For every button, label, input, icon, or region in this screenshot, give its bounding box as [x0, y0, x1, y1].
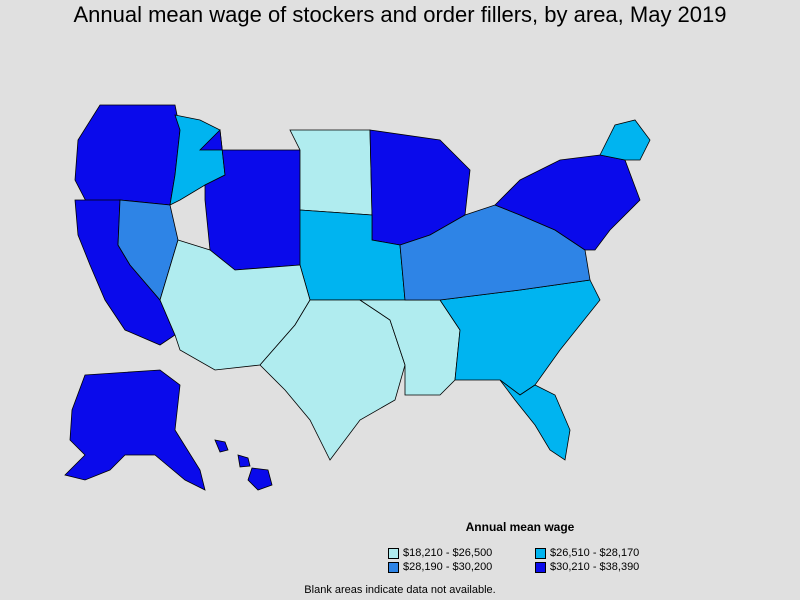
region-idaho-montana-west	[169, 114, 226, 206]
legend-label-1: $18,210 - $26,500	[403, 547, 493, 559]
legend-swatch-4	[535, 561, 546, 573]
region-southwest	[159, 239, 311, 371]
region-texas	[259, 299, 406, 461]
region-dakotas-east	[289, 129, 373, 216]
legend-item-1: $18,210 - $26,500	[388, 547, 492, 559]
legend-swatch-1	[388, 547, 399, 559]
region-maine	[599, 119, 651, 161]
region-alaska	[64, 369, 206, 491]
region-florida	[499, 379, 571, 461]
region-pacific-northwest	[74, 104, 181, 206]
page-title: Annual mean wage of stockers and order f…	[73, 2, 727, 27]
region-northeast	[494, 154, 641, 251]
legend-swatch-2	[535, 547, 546, 559]
legend-label-2: $26,510 - $28,170	[550, 547, 640, 559]
legend-title: Annual mean wage	[465, 520, 575, 534]
legend-label-4: $30,210 - $38,390	[550, 561, 640, 573]
legend-item-4: $30,210 - $38,390	[535, 561, 639, 573]
footnote: Blank areas indicate data not available.	[304, 584, 496, 596]
legend-label-3: $28,190 - $30,200	[403, 561, 493, 573]
region-hawaii	[214, 439, 273, 491]
legend-swatch-3	[388, 561, 399, 573]
legend-item-3: $28,190 - $30,200	[388, 561, 492, 573]
legend-item-2: $26,510 - $28,170	[535, 547, 639, 559]
